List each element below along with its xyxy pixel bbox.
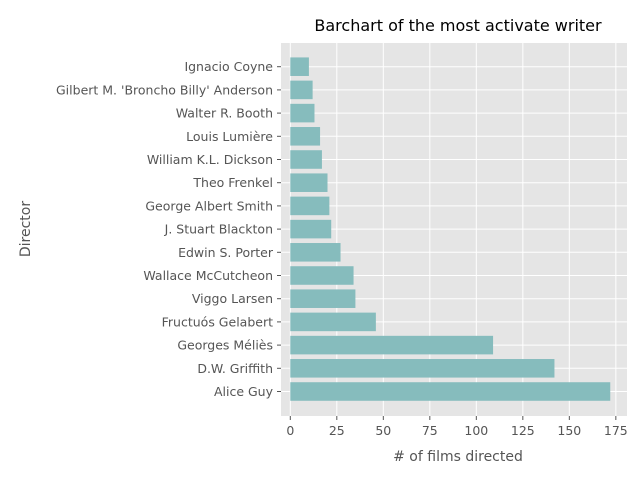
y-tick-label: Georges Méliès xyxy=(177,338,273,353)
bar xyxy=(290,266,354,285)
y-tick-label: Walter R. Booth xyxy=(176,106,273,121)
x-tick-label: 0 xyxy=(286,423,294,438)
bar xyxy=(290,150,322,169)
y-tick-label: George Albert Smith xyxy=(145,198,273,213)
bar xyxy=(290,103,315,123)
x-tick-label: 25 xyxy=(329,423,345,438)
bar xyxy=(290,196,330,216)
bar xyxy=(290,359,555,378)
bar xyxy=(290,127,321,146)
bar xyxy=(290,382,611,401)
bar xyxy=(290,312,376,332)
chart-title: Barchart of the most activate writer xyxy=(314,16,602,35)
y-axis-label: Director xyxy=(18,201,34,257)
y-tick-label: Edwin S. Porter xyxy=(178,245,274,260)
y-tick-label: J. Stuart Blackton xyxy=(164,222,273,237)
y-tick-label: Louis Lumière xyxy=(186,129,273,144)
x-tick-label: 175 xyxy=(604,423,628,438)
x-tick-label: 125 xyxy=(511,423,535,438)
y-tick-label: Wallace McCutcheon xyxy=(143,268,273,283)
x-tick-label: 50 xyxy=(375,423,391,438)
bar xyxy=(290,173,328,192)
y-tick-label: Fructuós Gelabert xyxy=(162,314,273,329)
bar xyxy=(290,335,494,355)
y-tick-label: Gilbert M. 'Broncho Billy' Anderson xyxy=(56,82,273,97)
bar xyxy=(290,219,332,239)
y-tick-label: Alice Guy xyxy=(214,384,274,399)
bar xyxy=(290,243,341,262)
bar xyxy=(290,289,356,308)
bar xyxy=(290,57,309,76)
y-tick-label: D.W. Griffith xyxy=(197,361,273,376)
x-tick-label: 100 xyxy=(464,423,488,438)
y-tick-label: William K.L. Dickson xyxy=(147,152,273,167)
y-axis-ticks: Alice Guy D.W. Griffith Georges Méliès Fruc… xyxy=(56,59,281,399)
x-tick-label: 75 xyxy=(422,423,438,438)
x-tick-label: 150 xyxy=(557,423,581,438)
x-axis-ticks: 0 25 50 75 100 125 150 175 xyxy=(286,416,628,438)
y-tick-label: Theo Frenkel xyxy=(192,175,273,190)
bar xyxy=(290,80,313,100)
y-tick-label: Ignacio Coyne xyxy=(184,59,273,74)
bars xyxy=(290,57,611,401)
x-axis-label: # of films directed xyxy=(393,449,523,465)
y-tick-label: Viggo Larsen xyxy=(192,291,273,306)
